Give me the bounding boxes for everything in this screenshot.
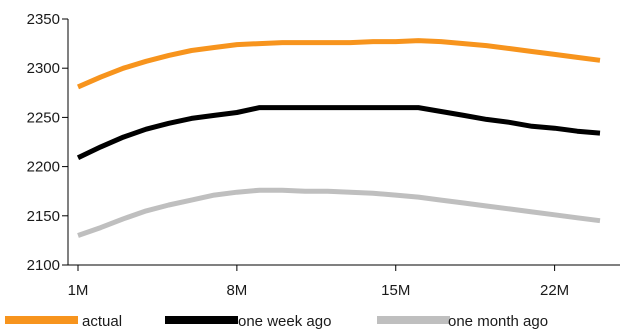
x-axis: 1M 8M 15M 22M	[68, 264, 620, 299]
y-tick-label: 2200	[27, 159, 60, 176]
y-tick-label: 2350	[27, 11, 60, 28]
series-layer	[76, 38, 601, 238]
y-tick-label: 2250	[27, 109, 60, 126]
legend-label: actual	[82, 313, 122, 330]
x-tick-label: 22M	[540, 282, 569, 299]
series-line-one-week-ago	[76, 105, 601, 160]
x-tick-label: 8M	[226, 282, 247, 299]
y-tick-label: 2100	[27, 257, 60, 274]
legend-label: one week ago	[238, 313, 331, 330]
legend-label: one month ago	[448, 313, 548, 330]
legend: actual one week ago one month ago	[5, 313, 548, 330]
y-tick-label: 2300	[27, 60, 60, 77]
series-line-one-month-ago	[77, 187, 601, 238]
x-tick-label: 15M	[381, 282, 410, 299]
x-tick-label: 1M	[68, 282, 89, 299]
y-axis: 2100 2150 2200 2250 2300 2350	[27, 11, 69, 274]
series-line-actual	[77, 38, 601, 90]
y-tick-label: 2150	[27, 208, 60, 225]
